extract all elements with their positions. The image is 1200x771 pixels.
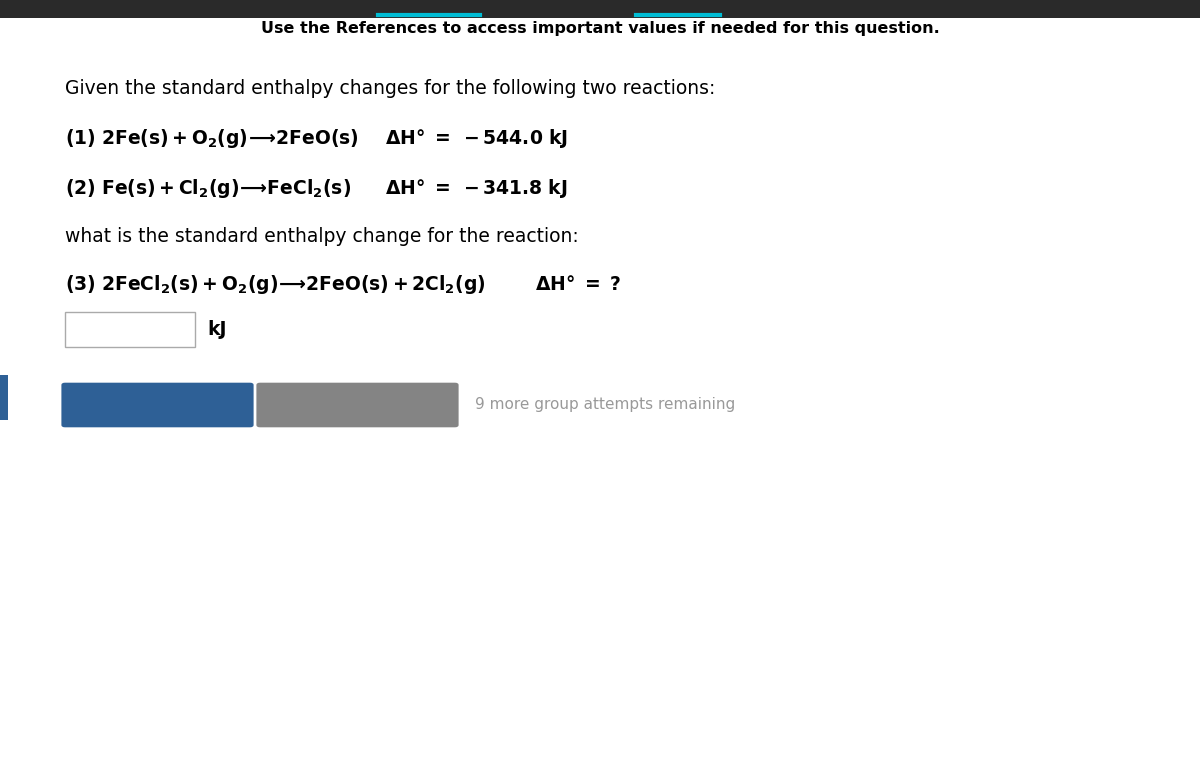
Bar xyxy=(0,0,1200,18)
Text: $\mathbf{\Delta H°\ =\ -341.8\ kJ}$: $\mathbf{\Delta H°\ =\ -341.8\ kJ}$ xyxy=(385,177,568,200)
Text: $\mathbf{(2)\ Fe(s) + Cl_2(g)\!\longrightarrow\!FeCl_2(s)}$: $\mathbf{(2)\ Fe(s) + Cl_2(g)\!\longrigh… xyxy=(65,177,352,200)
Text: Use the References to access important values if needed for this question.: Use the References to access important v… xyxy=(260,21,940,35)
Text: $\mathbf{\Delta H°\ =\ -544.0\ kJ}$: $\mathbf{\Delta H°\ =\ -544.0\ kJ}$ xyxy=(385,126,568,150)
Text: 9 more group attempts remaining: 9 more group attempts remaining xyxy=(475,398,736,412)
Text: Submit Answer: Submit Answer xyxy=(89,398,226,412)
Text: $\mathbf{\Delta H°\ =\ ?}$: $\mathbf{\Delta H°\ =\ ?}$ xyxy=(535,275,622,295)
Text: $\mathbf{(1)\ 2Fe(s) + O_2(g)\!\longrightarrow\!2FeO(s)}$: $\mathbf{(1)\ 2Fe(s) + O_2(g)\!\longrigh… xyxy=(65,126,359,150)
Text: kJ: kJ xyxy=(208,320,227,339)
FancyBboxPatch shape xyxy=(61,382,253,427)
FancyBboxPatch shape xyxy=(257,382,458,427)
Text: $\mathbf{(3)\ 2FeCl_2(s) + O_2(g)\!\longrightarrow\!2FeO(s) + 2Cl_2(g)}$: $\mathbf{(3)\ 2FeCl_2(s) + O_2(g)\!\long… xyxy=(65,274,486,297)
Text: Retry Entire Group: Retry Entire Group xyxy=(272,398,443,412)
Bar xyxy=(65,312,194,347)
Text: what is the standard enthalpy change for the reaction:: what is the standard enthalpy change for… xyxy=(65,227,578,247)
Bar xyxy=(0,375,8,420)
Text: Given the standard enthalpy changes for the following two reactions:: Given the standard enthalpy changes for … xyxy=(65,79,715,97)
